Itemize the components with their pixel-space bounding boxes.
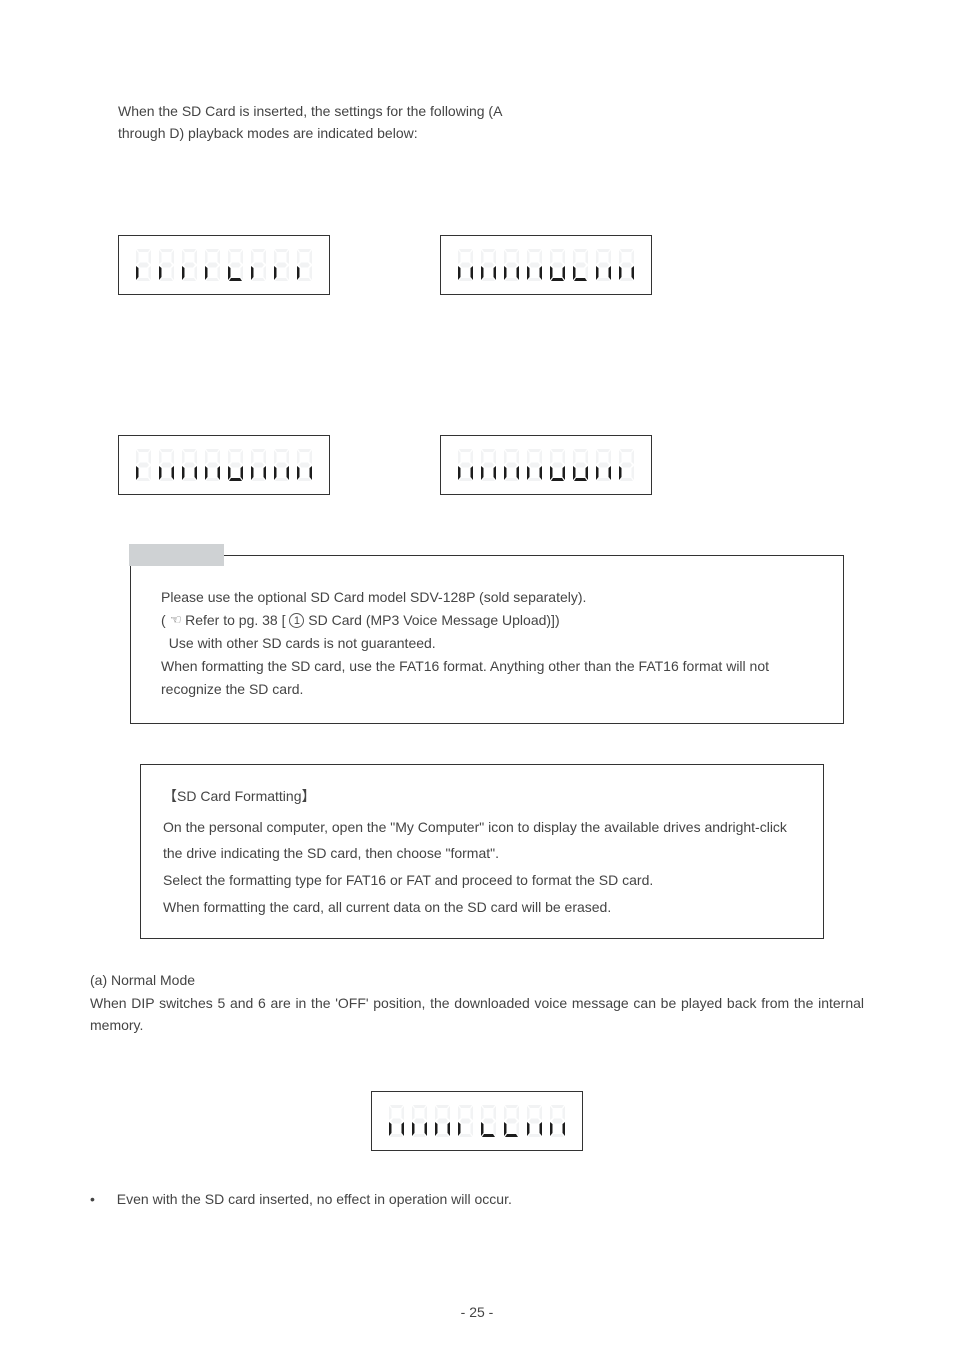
seven-segment-digit <box>478 448 499 482</box>
display-row-2 <box>118 435 884 495</box>
seven-segment-digit <box>179 248 200 282</box>
format-p1: On the personal computer, open the "My C… <box>163 814 801 867</box>
seven-segment-digit <box>202 248 223 282</box>
pointing-hand-icon: ☞ <box>170 609 182 630</box>
seven-segment-digit <box>202 448 223 482</box>
seven-segment-digit <box>616 248 637 282</box>
seven-segment-digit <box>616 448 637 482</box>
seven-segment-digit <box>547 448 568 482</box>
seven-segment-digit <box>570 248 591 282</box>
seven-segment-digit <box>455 1104 476 1138</box>
seven-segment-digit <box>271 448 292 482</box>
seven-segment-digit <box>478 248 499 282</box>
seven-segment-digit <box>455 448 476 482</box>
intro-line1: When the SD Card is inserted, the settin… <box>118 103 502 119</box>
seven-segment-digit <box>547 248 568 282</box>
seven-segment-digit <box>271 248 292 282</box>
seven-segment-digit <box>294 248 315 282</box>
seven-segment-digit <box>225 448 246 482</box>
seven-segment-digit <box>409 1104 430 1138</box>
display-b <box>440 235 652 295</box>
caution-tab <box>129 544 224 566</box>
seven-segment-digit <box>386 1104 407 1138</box>
seven-segment-digit <box>133 448 154 482</box>
mode-section: (a) Normal Mode When DIP switches 5 and … <box>90 969 864 1036</box>
seven-segment-digit <box>501 448 522 482</box>
seven-segment-digit <box>570 448 591 482</box>
seven-segment-digit <box>225 248 246 282</box>
intro-text: When the SD Card is inserted, the settin… <box>118 100 658 145</box>
caution-line3: Use with other SD cards is not guarantee… <box>161 632 813 655</box>
intro-line2: through D) playback modes are indicated … <box>118 125 418 141</box>
format-p3: When formatting the card, all current da… <box>163 894 801 921</box>
seven-segment-digit <box>133 248 154 282</box>
seven-segment-digit <box>501 1104 522 1138</box>
seven-segment-digit <box>455 248 476 282</box>
display-a <box>118 235 330 295</box>
format-p2: Select the formatting type for FAT16 or … <box>163 867 801 894</box>
seven-segment-digit <box>432 1104 453 1138</box>
seven-segment-digit <box>593 448 614 482</box>
caution-line1: Please use the optional SD Card model SD… <box>161 586 813 609</box>
seven-segment-digit <box>524 448 545 482</box>
display-c <box>118 435 330 495</box>
center-display-wrap <box>70 1091 884 1151</box>
display-row-1 <box>118 235 884 295</box>
format-title: 【SD Card Formatting】 <box>163 783 801 810</box>
caution-box: Please use the optional SD Card model SD… <box>130 555 844 724</box>
display-center <box>371 1091 583 1151</box>
format-box: 【SD Card Formatting】 On the personal com… <box>140 764 824 939</box>
seven-segment-digit <box>547 1104 568 1138</box>
bullet-note: Even with the SD card inserted, no effec… <box>90 1191 864 1207</box>
caution-line2: ( ☞ Refer to pg. 38 [ 1 SD Card (MP3 Voi… <box>161 609 813 632</box>
circled-number-icon: 1 <box>289 613 304 628</box>
caution-line4: When formatting the SD card, use the FAT… <box>161 655 813 701</box>
seven-segment-digit <box>501 248 522 282</box>
page-number: - 25 - <box>0 1304 954 1320</box>
display-d <box>440 435 652 495</box>
seven-segment-digit <box>248 248 269 282</box>
seven-segment-digit <box>156 248 177 282</box>
seven-segment-digit <box>593 248 614 282</box>
seven-segment-digit <box>524 248 545 282</box>
seven-segment-digit <box>248 448 269 482</box>
mode-heading: (a) Normal Mode <box>90 969 864 991</box>
seven-segment-digit <box>478 1104 499 1138</box>
mode-body: When DIP switches 5 and 6 are in the 'OF… <box>90 992 864 1037</box>
seven-segment-digit <box>179 448 200 482</box>
seven-segment-digit <box>524 1104 545 1138</box>
seven-segment-digit <box>156 448 177 482</box>
seven-segment-digit <box>294 448 315 482</box>
